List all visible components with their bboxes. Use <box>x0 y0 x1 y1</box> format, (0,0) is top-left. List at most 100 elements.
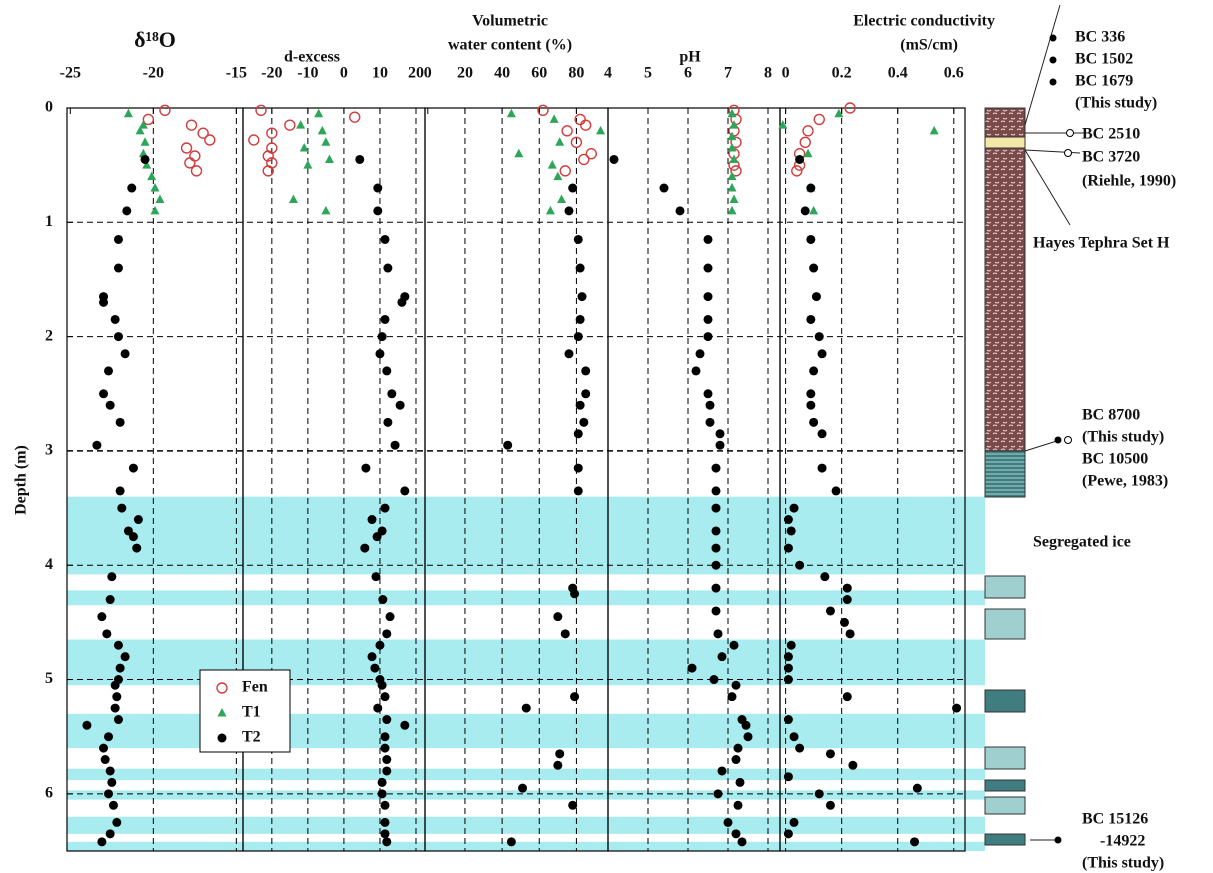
point <box>784 515 793 524</box>
marker-icon <box>1067 130 1074 137</box>
panel-title: water content (%) <box>448 37 572 54</box>
point <box>730 641 739 650</box>
annotation: BC 336 <box>1075 29 1125 46</box>
annotation: BC 3720 <box>1082 149 1140 166</box>
point <box>318 126 327 135</box>
annotation: BC 1502 <box>1075 51 1133 68</box>
point <box>704 315 713 324</box>
point <box>576 315 585 324</box>
point <box>784 829 793 838</box>
x-tick-label: -25 <box>60 65 81 82</box>
point <box>732 681 741 690</box>
point <box>380 744 389 753</box>
point <box>784 715 793 724</box>
point <box>581 366 590 375</box>
point <box>913 784 922 793</box>
point <box>129 464 138 473</box>
point <box>704 264 713 273</box>
panel-title: Electric conductivity <box>853 13 995 30</box>
point <box>129 532 138 541</box>
point <box>400 721 409 730</box>
ice-lens <box>985 576 1025 598</box>
point <box>182 143 192 153</box>
annotation: (This study) <box>1082 429 1164 446</box>
x-tick-label: 6 <box>684 65 692 82</box>
point <box>843 692 852 701</box>
point <box>92 441 101 450</box>
point <box>514 149 523 158</box>
leader-lines <box>1025 5 1085 840</box>
x-tick-label: 0 <box>340 65 348 82</box>
point <box>574 429 583 438</box>
point <box>577 292 586 301</box>
point <box>289 194 298 203</box>
point <box>378 789 387 798</box>
point <box>843 584 852 593</box>
point <box>716 429 725 438</box>
point <box>373 704 382 713</box>
point <box>107 572 116 581</box>
legend: FenT1T2 <box>200 670 290 752</box>
point <box>738 837 747 846</box>
point <box>99 744 108 753</box>
point <box>256 105 266 115</box>
point <box>800 137 810 147</box>
point <box>734 744 743 753</box>
x-tick-label: 0.2 <box>832 65 852 82</box>
point <box>111 315 120 324</box>
point <box>568 801 577 810</box>
point <box>160 105 170 115</box>
point <box>104 366 113 375</box>
point <box>507 109 516 118</box>
point <box>806 235 815 244</box>
x-tick-label: 10 <box>372 65 388 82</box>
point <box>382 629 391 638</box>
point <box>809 418 818 427</box>
marker-icon <box>1050 35 1057 42</box>
point <box>846 629 855 638</box>
point <box>714 629 723 638</box>
annotation: (This study) <box>1082 855 1164 872</box>
point <box>104 789 113 798</box>
y-tick-label: 5 <box>45 670 53 687</box>
point <box>134 515 143 524</box>
point <box>576 264 585 273</box>
point <box>930 126 939 135</box>
point <box>550 114 559 123</box>
point <box>706 418 715 427</box>
annotation: BC 8700 <box>1082 407 1140 424</box>
point <box>840 618 849 627</box>
point <box>380 818 389 827</box>
point <box>555 137 564 146</box>
point <box>790 732 799 741</box>
point <box>806 389 815 398</box>
point <box>382 366 391 375</box>
point <box>114 715 123 724</box>
marker-icon <box>1050 57 1057 64</box>
point <box>724 818 733 827</box>
point <box>706 401 715 410</box>
x-tick-label: 0 <box>782 65 790 82</box>
point <box>692 366 701 375</box>
point <box>570 589 579 598</box>
point <box>814 114 824 124</box>
point <box>151 206 160 215</box>
x-tick-label: 0.4 <box>888 65 908 82</box>
x-tick-label: -20 <box>143 65 164 82</box>
chart: 0123456δ¹⁸O-25-20-15d-excess-20-1001020V… <box>0 0 1213 873</box>
point <box>114 641 123 650</box>
marker-icon <box>1055 837 1062 844</box>
point <box>368 652 377 661</box>
point <box>102 629 111 638</box>
y-tick-label: 1 <box>45 213 53 230</box>
y-tick-label: 2 <box>45 327 53 344</box>
point <box>187 120 197 130</box>
point <box>391 441 400 450</box>
point <box>107 778 116 787</box>
point <box>795 744 804 753</box>
point <box>205 135 215 145</box>
point <box>127 184 136 193</box>
point <box>350 112 360 122</box>
point <box>843 595 852 604</box>
point <box>106 829 115 838</box>
